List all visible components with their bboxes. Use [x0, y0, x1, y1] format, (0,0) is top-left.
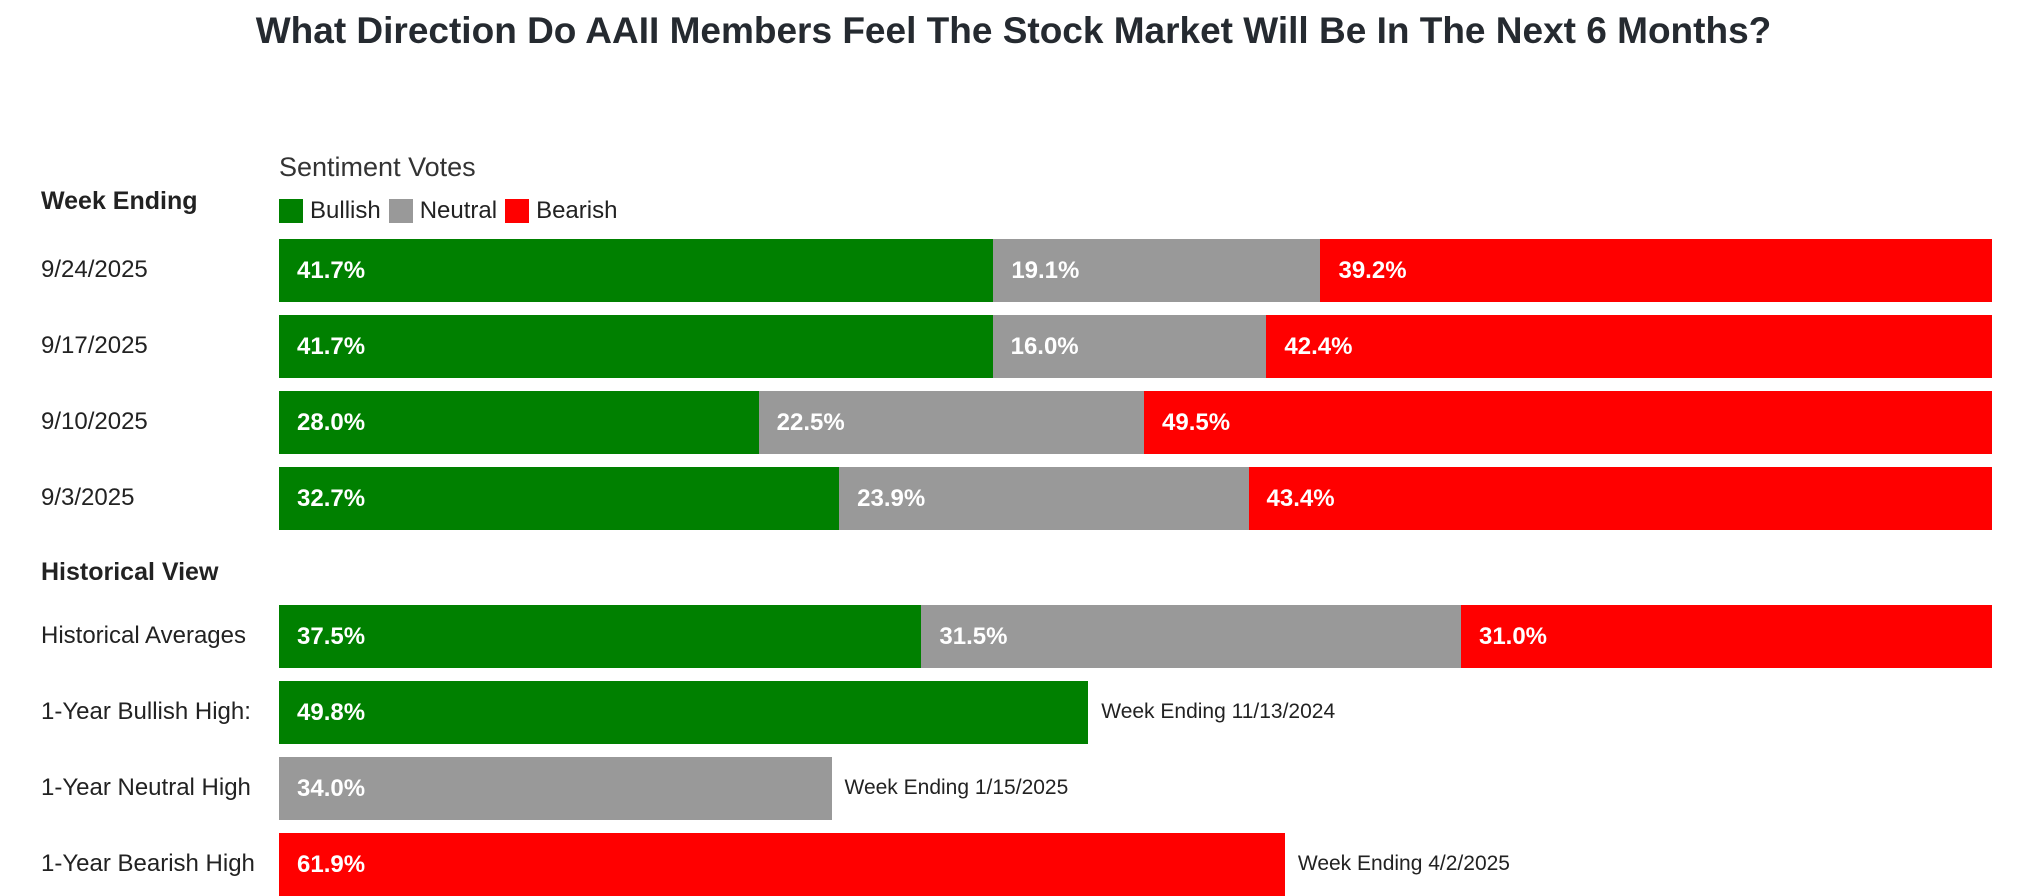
week-label: 9/10/2025 [41, 408, 148, 435]
week-bar: 32.7% 23.9% 43.4% [279, 467, 1992, 530]
legend-swatch-neutral [388, 199, 413, 223]
high-bar-neutral: 34.0% [279, 757, 832, 820]
week-bar: 28.0% 22.5% 49.5% [279, 391, 1992, 454]
bar-segment-bullish: 41.7% [279, 239, 994, 302]
week-label: 9/24/2025 [41, 256, 148, 283]
high-week-note: Week Ending 1/15/2025 [844, 776, 1069, 799]
week-label: 9/3/2025 [41, 484, 135, 511]
historical-view-header: Historical View [41, 558, 219, 586]
historical-label: 1-Year Bearish High [41, 850, 255, 877]
bar-segment-neutral: 19.1% [993, 239, 1321, 302]
historical-label: Historical Averages [41, 622, 246, 649]
week-ending-header: Week Ending [41, 187, 198, 215]
bar-segment-neutral: 22.5% [758, 391, 1145, 454]
legend-label-bullish: Bullish [310, 197, 381, 224]
chart-title: What Direction Do AAII Members Feel The … [255, 10, 1772, 51]
bar-segment-bullish: 41.7% [279, 315, 993, 378]
bar-segment-bearish: 42.4% [1266, 315, 1992, 378]
bar-segment-bearish: 61.9% [279, 833, 1285, 896]
high-week-note: Week Ending 11/13/2024 [1101, 700, 1336, 723]
bar-segment-bullish: 28.0% [279, 391, 759, 454]
bar-segment-bearish: 43.4% [1248, 467, 1992, 530]
bar-segment-neutral: 31.5% [921, 605, 1461, 668]
legend-item-bearish: Bearish [505, 197, 617, 225]
legend-item-neutral: Neutral [388, 197, 498, 225]
sentiment-votes-label: Sentiment Votes [279, 152, 476, 182]
bar-segment-bullish: 37.5% [279, 605, 922, 668]
bar-segment-bullish: 32.7% [279, 467, 840, 530]
bar-segment-neutral: 16.0% [992, 315, 1267, 378]
week-bar: 41.7% 19.1% 39.2% [279, 239, 1992, 302]
legend-label-neutral: Neutral [419, 197, 498, 224]
bar-segment-neutral: 34.0% [279, 757, 832, 820]
historical-average-bar: 37.5% 31.5% 31.0% [279, 605, 1992, 668]
bar-segment-bearish: 49.5% [1144, 391, 1992, 454]
bar-segment-bullish: 49.8% [279, 681, 1089, 744]
legend-swatch-bearish [505, 199, 530, 223]
bar-segment-neutral: 23.9% [839, 467, 1249, 530]
week-label: 9/17/2025 [41, 332, 148, 359]
legend: Bullish Neutral Bearish [279, 196, 625, 226]
bar-segment-bearish: 39.2% [1320, 239, 1992, 302]
historical-label: 1-Year Neutral High [41, 774, 251, 801]
legend-item-bullish: Bullish [279, 197, 381, 225]
high-week-note: Week Ending 4/2/2025 [1297, 852, 1510, 875]
legend-label-bearish: Bearish [536, 197, 618, 224]
high-bar-bullish: 49.8% [279, 681, 1089, 744]
historical-label: 1-Year Bullish High: [41, 698, 251, 725]
legend-swatch-bullish [279, 199, 303, 223]
week-bar: 41.7% 16.0% 42.4% [279, 315, 1992, 378]
high-bar-bearish: 61.9% [279, 833, 1285, 896]
bar-segment-bearish: 31.0% [1460, 605, 1992, 668]
